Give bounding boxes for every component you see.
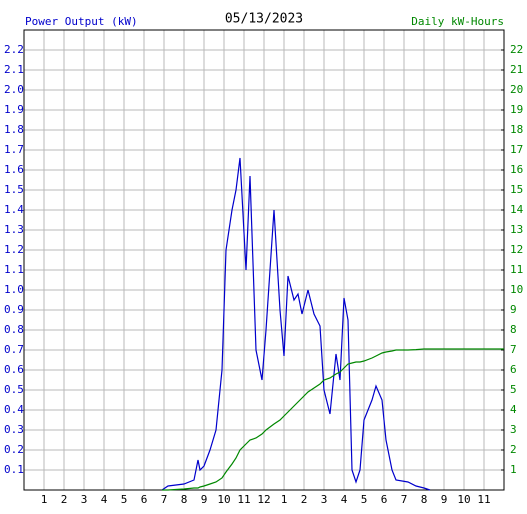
y2-tick-label: 5 <box>510 383 517 396</box>
y2-axis-label: Daily kW-Hours <box>411 15 504 28</box>
y2-tick-label: 2 <box>510 443 517 456</box>
x-tick-label: 9 <box>201 493 208 506</box>
y-tick-label: 1.4 <box>4 203 24 216</box>
x-tick-label: 5 <box>361 493 368 506</box>
y-tick-label: 0.3 <box>4 423 24 436</box>
data-line <box>161 157 431 491</box>
x-tick-label: 10 <box>457 493 470 506</box>
y-tick-label: 0.8 <box>4 323 24 336</box>
y-tick-label: 1.8 <box>4 123 24 136</box>
y-tick-label: 0.4 <box>4 403 24 416</box>
x-tick-label: 8 <box>181 493 188 506</box>
y-tick-label: 0.1 <box>4 463 24 476</box>
y-tick-label: 0.5 <box>4 383 24 396</box>
x-tick-label: 6 <box>141 493 148 506</box>
x-tick-label: 2 <box>301 493 308 506</box>
y2-tick-label: 22 <box>510 43 523 56</box>
y2-tick-label: 20 <box>510 83 523 96</box>
x-tick-label: 5 <box>121 493 128 506</box>
x-tick-label: 6 <box>381 493 388 506</box>
data-line <box>162 348 504 491</box>
x-tick-label: 12 <box>257 493 270 506</box>
x-tick-label: 10 <box>217 493 230 506</box>
y2-tick-label: 14 <box>510 203 524 216</box>
y2-tick-label: 6 <box>510 363 517 376</box>
y2-tick-label: 4 <box>510 403 517 416</box>
y-axis-label: Power Output (kW) <box>25 15 138 28</box>
plot-border <box>23 29 505 491</box>
y-tick-label: 2.1 <box>4 63 24 76</box>
x-tick-label: 3 <box>81 493 88 506</box>
y2-tick-label: 15 <box>510 183 523 196</box>
x-tick-label: 9 <box>441 493 448 506</box>
y-tick-label: 0.2 <box>4 443 24 456</box>
y-tick-label: 1.7 <box>4 143 24 156</box>
y2-tick-label: 1 <box>510 463 517 476</box>
x-tick-label: 1 <box>41 493 48 506</box>
y2-tick-label: 10 <box>510 283 523 296</box>
y2-tick-label: 18 <box>510 123 523 136</box>
y2-tick-label: 8 <box>510 323 517 336</box>
y-tick-label: 1.2 <box>4 243 24 256</box>
x-tick-label: 7 <box>401 493 408 506</box>
y-tick-label: 0.7 <box>4 343 24 356</box>
y-tick-label: 0.6 <box>4 363 24 376</box>
x-tick-label: 1 <box>281 493 288 506</box>
x-tick-label: 2 <box>61 493 68 506</box>
y-tick-label: 1.9 <box>4 103 24 116</box>
y-tick-label: 2.0 <box>4 83 24 96</box>
y2-tick-label: 13 <box>510 223 523 236</box>
y2-tick-label: 21 <box>510 63 523 76</box>
x-tick-label: 11 <box>477 493 490 506</box>
x-tick-label: 4 <box>341 493 348 506</box>
y-tick-label: 0.9 <box>4 303 24 316</box>
y2-tick-label: 16 <box>510 163 523 176</box>
x-tick-label: 11 <box>237 493 250 506</box>
y-tick-label: 1.1 <box>4 263 24 276</box>
y2-tick-label: 19 <box>510 103 523 116</box>
y2-tick-label: 12 <box>510 243 523 256</box>
x-tick-label: 7 <box>161 493 168 506</box>
x-tick-label: 8 <box>421 493 428 506</box>
y2-tick-label: 9 <box>510 303 517 316</box>
y2-tick-label: 17 <box>510 143 523 156</box>
y2-tick-label: 3 <box>510 423 517 436</box>
y-tick-label: 1.6 <box>4 163 24 176</box>
y-tick-label: 1.5 <box>4 183 24 196</box>
x-tick-label: 4 <box>101 493 108 506</box>
x-tick-label: 3 <box>321 493 328 506</box>
chart-title: 05/13/2023 <box>225 12 303 27</box>
y-tick-label: 1.3 <box>4 223 24 236</box>
y2-tick-label: 11 <box>510 263 523 276</box>
y2-tick-label: 7 <box>510 343 517 356</box>
y-tick-label: 2.2 <box>4 43 24 56</box>
y-tick-label: 1.0 <box>4 283 24 296</box>
